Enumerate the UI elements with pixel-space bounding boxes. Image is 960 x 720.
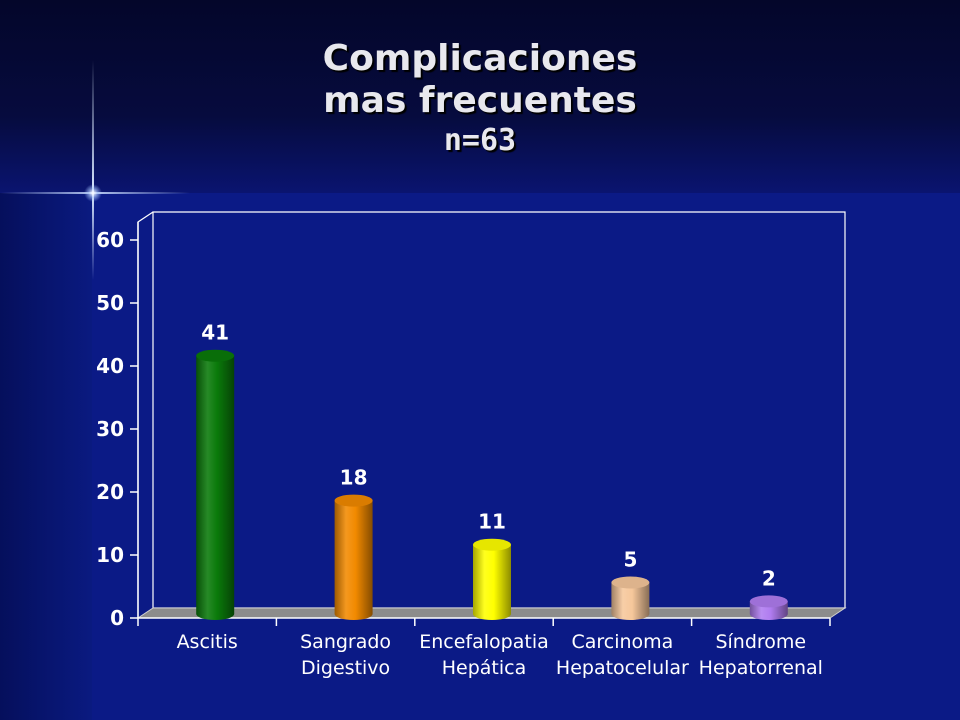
- x-category-label: Carcinoma: [571, 631, 673, 653]
- bar-body: [196, 355, 235, 620]
- x-category-label: Sangrado: [300, 631, 391, 653]
- x-category-label: Hepatorrenal: [699, 657, 823, 679]
- y-tick-label: 0: [110, 606, 124, 630]
- bar-top: [749, 595, 788, 608]
- bar-2: 11: [473, 510, 511, 620]
- chart-title: Complicaciones mas frecuentes n=63: [0, 38, 960, 160]
- bar-top: [611, 576, 650, 589]
- background-top-band: [0, 0, 960, 193]
- bar-data-label: 2: [762, 566, 776, 590]
- x-category-label: Ascitis: [177, 631, 238, 653]
- y-tick-label: 30: [96, 417, 124, 441]
- bars: 41 18 11 5 2: [196, 321, 788, 620]
- bar-1: 18: [334, 466, 373, 620]
- y-axis: 0 10 20 30 40 50 60: [96, 228, 138, 630]
- bar-top: [196, 349, 235, 362]
- title-sample-size: n=63: [443, 123, 517, 158]
- bar-data-label: 41: [201, 321, 229, 345]
- sparkle-star-icon: [84, 184, 102, 202]
- x-category-label: Encefalopatia: [419, 631, 549, 653]
- sparkle-vertical: [92, 60, 94, 280]
- bar-data-label: 18: [340, 466, 368, 490]
- y-tick-label: 50: [96, 291, 124, 315]
- y-tick-label: 10: [96, 543, 124, 567]
- bar-3: 5: [611, 548, 650, 620]
- y-tick-label: 40: [96, 354, 124, 378]
- bar-top: [334, 494, 373, 507]
- bar-4: 2: [749, 566, 788, 620]
- x-category-label: Síndrome: [715, 631, 806, 653]
- y-tick-label: 60: [96, 228, 124, 252]
- bar-body: [473, 544, 511, 620]
- y-tick-label: 20: [96, 480, 124, 504]
- bar-0: 41: [196, 321, 235, 620]
- x-category-label: Hepática: [442, 657, 527, 679]
- bar-top: [473, 538, 511, 551]
- x-category-label: Hepatocelular: [556, 657, 689, 679]
- plot-side-wall: [137, 211, 154, 618]
- bar-body: [334, 500, 373, 620]
- bar-data-label: 11: [478, 510, 506, 534]
- title-line-1: Complicaciones: [322, 38, 638, 79]
- x-axis: Ascitis Sangrado Digestivo Encefalopatia Hep…: [137, 618, 831, 679]
- title-line-2: mas frecuentes: [323, 80, 637, 121]
- x-category-label: Digestivo: [301, 657, 390, 679]
- bar-body: [611, 582, 650, 620]
- bar-data-label: 5: [623, 548, 637, 572]
